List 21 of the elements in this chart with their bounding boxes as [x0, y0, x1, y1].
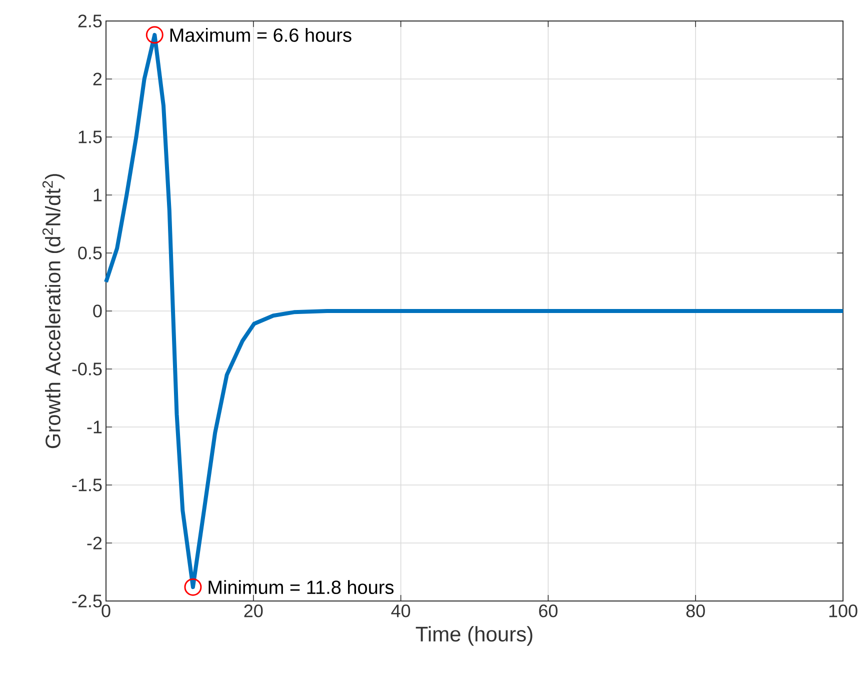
y-axis-title: Growth Acceleration (d$^{2}$N/dt$^{2}$)	[42, 174, 65, 448]
x-tick-label: 20	[244, 604, 263, 618]
y-tick-label: 2	[93, 72, 102, 86]
y-tick-label: 0	[93, 304, 102, 318]
y-tick-label: -1.5	[72, 478, 102, 492]
y-tick-label: 2.5	[78, 14, 102, 28]
x-tick-label: 100	[829, 604, 858, 618]
x-tick-label: 60	[539, 604, 558, 618]
y-tick-label: -0.5	[72, 362, 102, 376]
x-tick-label: 40	[391, 604, 410, 618]
y-tick-label: 1.5	[78, 130, 102, 144]
y-tick-label: -2.5	[72, 594, 102, 608]
y-tick-label: -2	[87, 536, 102, 550]
y-tick-label: 0.5	[78, 246, 102, 260]
x-tick-label: 80	[686, 604, 705, 618]
x-axis-title: Time (hours)	[416, 626, 532, 646]
annotation: Maximum = 6.6 hours	[170, 28, 352, 42]
y-tick-label: -1	[87, 420, 102, 434]
y-tick-label: 1	[94, 188, 102, 202]
annotation: Minimum = 11.8 hours	[208, 580, 394, 594]
x-tick-label: 0	[102, 604, 110, 618]
